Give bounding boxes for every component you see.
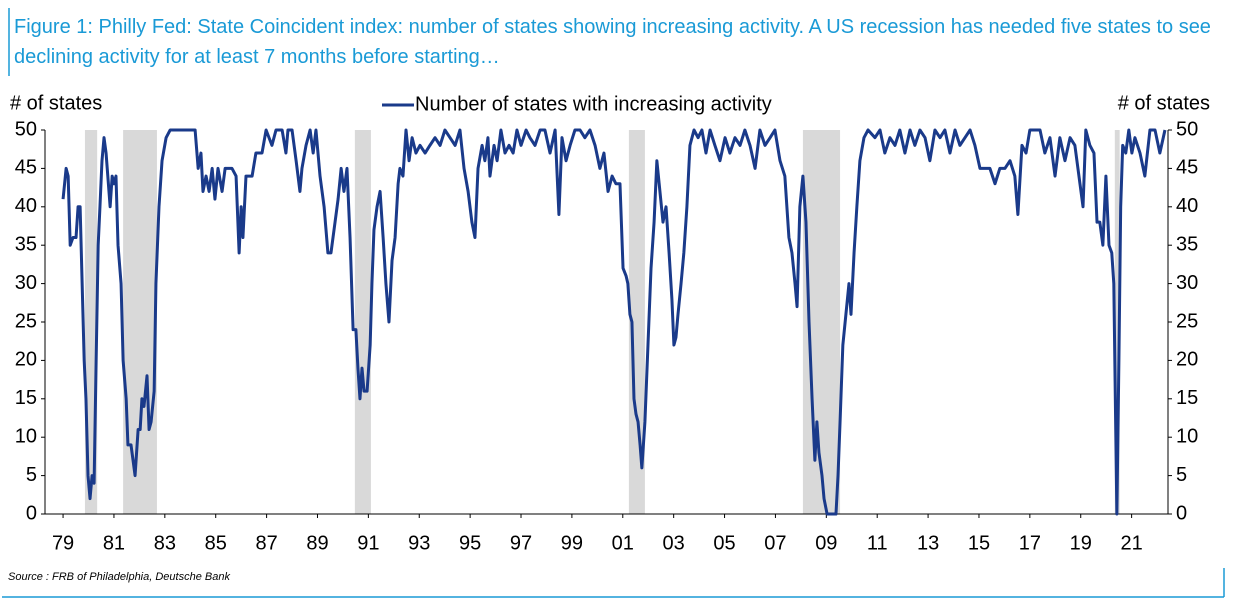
y2-tick-label: 20 [1176, 349, 1198, 371]
y2-tick-label: 35 [1176, 233, 1198, 255]
y-tick-label: 20 [15, 349, 37, 371]
y-tick-label: 5 [26, 464, 37, 486]
y2-tick-label: 30 [1176, 272, 1198, 294]
y2-tick-label: 5 [1176, 464, 1187, 486]
x-tick-label: 85 [205, 532, 227, 554]
x-tick-label: 07 [764, 532, 786, 554]
x-tick-label: 79 [52, 532, 74, 554]
y2-tick-label: 25 [1176, 310, 1198, 332]
x-tick-label: 19 [1070, 532, 1092, 554]
y-tick-label: 45 [15, 157, 37, 179]
y-tick-label: 25 [15, 310, 37, 332]
x-tick-label: 11 [867, 532, 888, 554]
x-tick-label: 91 [357, 532, 379, 554]
x-tick-label: 97 [510, 532, 532, 554]
source: Source : FRB of Philadelphia, Deutsche B… [8, 571, 230, 583]
recession-band [354, 130, 371, 514]
y-tick-label: 40 [15, 195, 37, 217]
x-tick-label: 83 [154, 532, 176, 554]
y2-tick-label: 10 [1176, 425, 1198, 447]
x-tick-label: 93 [408, 532, 430, 554]
x-tick-label: 17 [1019, 532, 1041, 554]
x-tick-label: 05 [713, 532, 735, 554]
y-tick-label: 35 [15, 233, 37, 255]
y2-tick-label: 45 [1176, 157, 1198, 179]
recession-band [628, 130, 645, 514]
data-line [61, 128, 1167, 516]
recession-band [123, 130, 157, 514]
legend-label: Number of states with increasing activit… [415, 93, 772, 115]
x-tick-label: 21 [1120, 532, 1142, 554]
y2-tick-label: 50 [1176, 118, 1198, 140]
x-tick-label: 99 [561, 532, 583, 554]
x-tick-label: 15 [968, 532, 990, 554]
y-tick-label: 15 [15, 387, 37, 409]
x-tick-label: 01 [612, 532, 634, 554]
x-tick-label: 89 [306, 532, 328, 554]
y-axis-label: # of states [10, 92, 102, 114]
x-tick-label: 81 [103, 532, 125, 554]
y-tick-label: 30 [15, 272, 37, 294]
x-tick-label: 95 [459, 532, 481, 554]
plot-area: 0510152025303540455005101520253035404550… [15, 118, 1199, 554]
y2-axis-label: # of states [1118, 92, 1210, 114]
x-tick-label: 09 [815, 532, 837, 554]
x-tick-label: 13 [917, 532, 939, 554]
y-tick-label: 50 [15, 118, 37, 140]
x-tick-label: 03 [663, 532, 685, 554]
chart-title: Figure 1: Philly Fed: State Coincident i… [14, 16, 1211, 68]
y-tick-label: 0 [26, 502, 37, 524]
y-tick-label: 10 [15, 425, 37, 447]
y2-tick-label: 15 [1176, 387, 1198, 409]
x-tick-label: 87 [255, 532, 277, 554]
y2-tick-label: 0 [1176, 502, 1187, 524]
recession-band [1114, 130, 1120, 514]
y2-tick-label: 40 [1176, 195, 1198, 217]
